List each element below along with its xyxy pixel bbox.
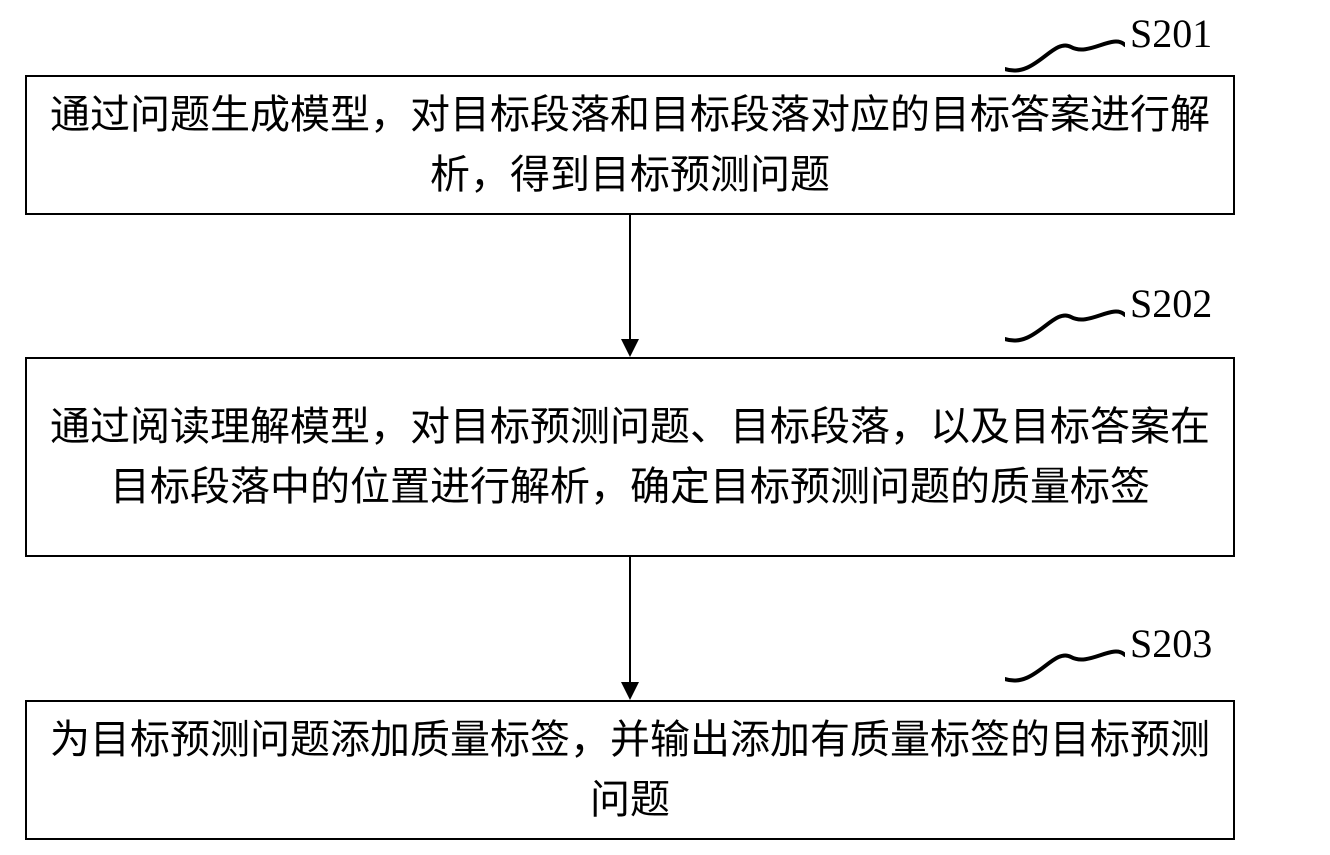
arrow-s201-s202-head — [621, 339, 639, 357]
step-label-s203: S203 — [1130, 620, 1212, 667]
leader-curve-s201 — [1005, 35, 1125, 75]
leader-curve-s202 — [1005, 305, 1125, 345]
step-text-s202: 通过阅读理解模型，对目标预测问题、目标段落，以及目标答案在目标段落中的位置进行解… — [49, 397, 1211, 517]
step-text-s203: 为目标预测问题添加质量标签，并输出添加有质量标签的目标预测问题 — [49, 710, 1211, 830]
step-box-s201: 通过问题生成模型，对目标段落和目标段落对应的目标答案进行解析，得到目标预测问题 — [25, 75, 1235, 215]
leader-curve-s203 — [1005, 645, 1125, 685]
step-label-s202: S202 — [1130, 280, 1212, 327]
arrow-s201-s202-line — [629, 215, 631, 339]
step-box-s203: 为目标预测问题添加质量标签，并输出添加有质量标签的目标预测问题 — [25, 700, 1235, 840]
step-box-s202: 通过阅读理解模型，对目标预测问题、目标段落，以及目标答案在目标段落中的位置进行解… — [25, 357, 1235, 557]
arrow-s202-s203-line — [629, 557, 631, 682]
flowchart-canvas: 通过问题生成模型，对目标段落和目标段落对应的目标答案进行解析，得到目标预测问题 … — [0, 0, 1330, 855]
step-text-s201: 通过问题生成模型，对目标段落和目标段落对应的目标答案进行解析，得到目标预测问题 — [49, 85, 1211, 205]
arrow-s202-s203-head — [621, 682, 639, 700]
step-label-s201: S201 — [1130, 10, 1212, 57]
